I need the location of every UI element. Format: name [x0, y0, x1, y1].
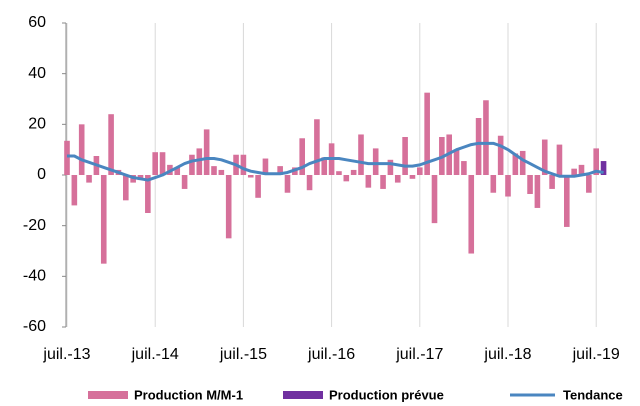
- x-tick-label: juil.-16: [307, 346, 355, 363]
- bar: [483, 100, 489, 175]
- bar: [497, 135, 504, 175]
- y-tick-label: 40: [28, 65, 46, 82]
- y-tick-label: -60: [23, 318, 46, 335]
- bar: [159, 152, 166, 175]
- bar: [71, 175, 78, 206]
- bar: [527, 175, 533, 194]
- bar: [541, 139, 548, 175]
- trend-line: [67, 141, 604, 182]
- y-tick-label: 60: [28, 14, 46, 31]
- bar: [350, 169, 357, 175]
- bar: [321, 157, 328, 175]
- bar: [424, 92, 430, 175]
- bar: [431, 175, 438, 224]
- y-tick-label: 20: [28, 116, 46, 133]
- bar: [468, 175, 475, 254]
- bar: [181, 175, 188, 189]
- x-tick-label: juil.-14: [131, 346, 179, 363]
- legend-label: Production M/M-1: [134, 387, 243, 402]
- bar: [417, 167, 423, 175]
- bar: [556, 144, 563, 175]
- bar: [196, 148, 203, 175]
- bar: [571, 168, 577, 175]
- bar: [108, 114, 114, 175]
- y-tick-label: 0: [37, 166, 46, 183]
- legend-swatch: [283, 391, 323, 399]
- x-tick-label: juil.-15: [219, 346, 267, 363]
- bar: [593, 148, 599, 175]
- bar: [299, 138, 305, 175]
- bar: [152, 152, 158, 175]
- bar: [314, 119, 320, 175]
- bar: [203, 129, 210, 175]
- bar: [240, 154, 247, 175]
- bar: [519, 150, 526, 175]
- bar: [189, 154, 195, 175]
- bar: [461, 161, 467, 175]
- bar: [145, 175, 151, 213]
- bar: [505, 175, 511, 197]
- bar: [387, 159, 394, 175]
- bar: [336, 171, 342, 175]
- bar: [578, 164, 585, 175]
- x-tick-label: juil.-18: [483, 346, 531, 363]
- bar: [277, 166, 283, 175]
- y-tick-label: -40: [23, 268, 46, 285]
- legend-swatch: [88, 391, 128, 399]
- bar: [549, 175, 555, 189]
- bar: [247, 175, 254, 178]
- bar: [262, 158, 269, 175]
- bar: [490, 175, 497, 193]
- bar: [380, 175, 386, 189]
- bar: [225, 175, 232, 239]
- bar: [123, 175, 129, 201]
- legend-label: Production prévue: [329, 387, 444, 402]
- bar: [306, 175, 313, 191]
- bar: [358, 134, 364, 175]
- bar: [86, 175, 92, 183]
- x-tick-label: juil.-17: [395, 346, 443, 363]
- bar: [78, 124, 85, 175]
- y-tick-label: -20: [23, 217, 46, 234]
- x-tick-label: juil.-19: [572, 346, 620, 363]
- bar: [394, 175, 401, 183]
- bar: [64, 140, 70, 175]
- bar: [174, 167, 181, 175]
- bar: [284, 175, 291, 193]
- bar: [218, 169, 225, 175]
- bar: [343, 175, 350, 182]
- bar: [365, 175, 372, 188]
- x-tick-label: juil.-13: [42, 346, 90, 363]
- bar: [512, 153, 519, 175]
- legend-label: Tendance: [563, 387, 623, 402]
- bar: [402, 137, 408, 175]
- bar: [211, 166, 217, 175]
- bar: [475, 118, 482, 175]
- bar: [453, 149, 460, 175]
- bar: [600, 161, 607, 175]
- bar: [586, 175, 592, 193]
- bar: [409, 175, 416, 179]
- bar: [564, 175, 570, 227]
- bar: [534, 175, 541, 208]
- bar: [100, 175, 107, 264]
- bar: [255, 175, 261, 198]
- bar: [372, 148, 379, 175]
